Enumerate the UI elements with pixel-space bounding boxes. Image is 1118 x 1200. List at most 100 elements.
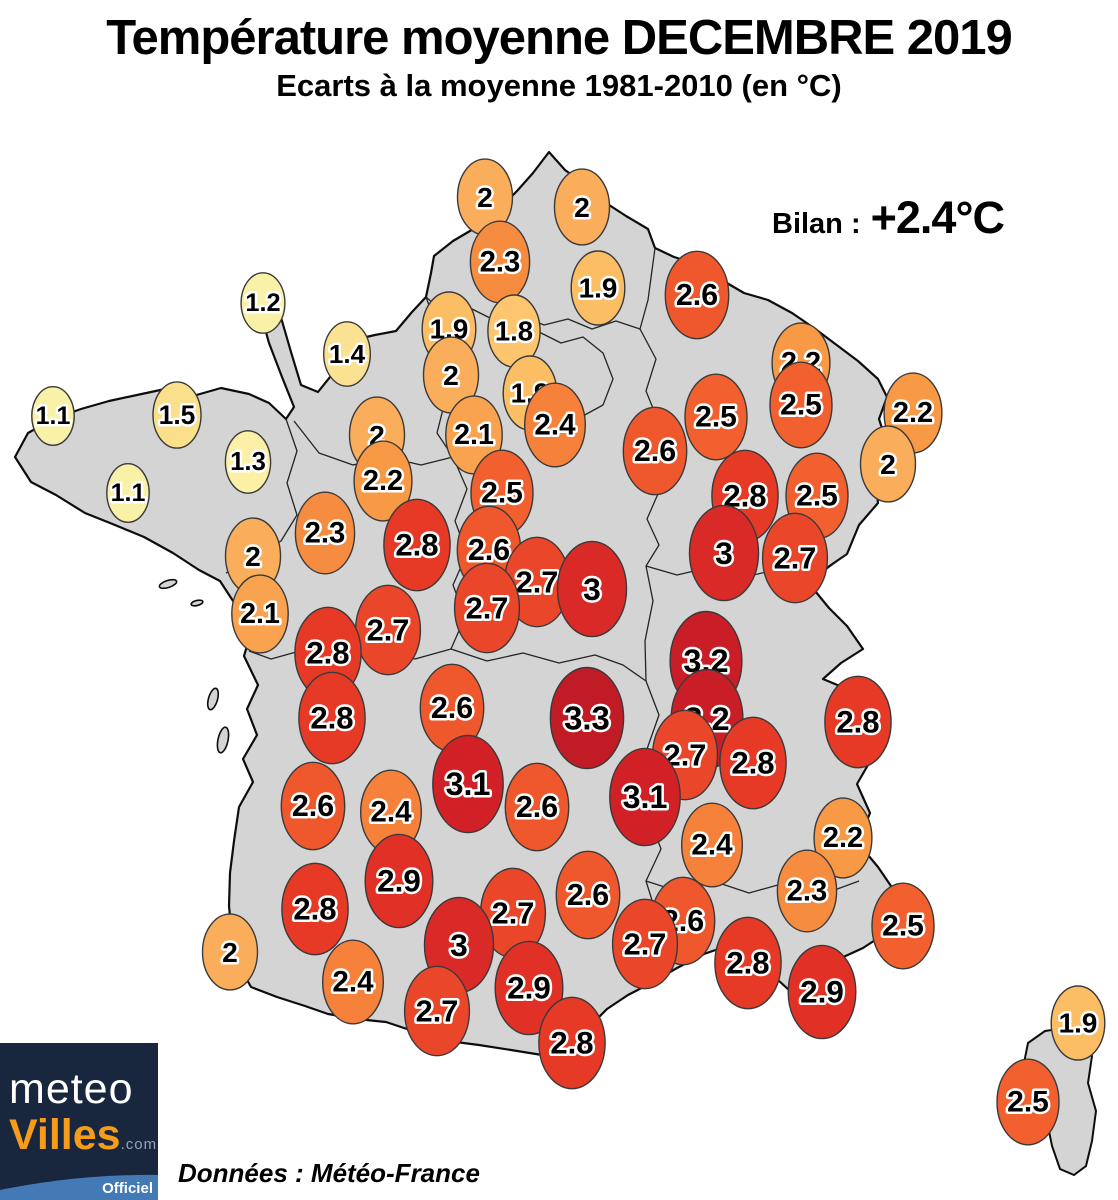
- temperature-ellipse: 2.5: [871, 882, 935, 970]
- meteovilles-logo: meteo Villes.com Officiel: [0, 1043, 158, 1200]
- temperature-value: 2.7: [466, 591, 509, 626]
- temperature-value: 2.2: [823, 822, 863, 854]
- temperature-value: 1.9: [1059, 1008, 1098, 1039]
- temperature-ellipse: 1.9: [1050, 985, 1106, 1061]
- data-credit: Données : Météo-France: [178, 1158, 480, 1188]
- temperature-value: 3: [715, 535, 733, 571]
- temperature-ellipse: 2.7: [403, 965, 471, 1057]
- temperature-value: 2.5: [882, 910, 924, 943]
- temperature-ellipse: 2.7: [611, 898, 679, 990]
- temperature-value: 2.6: [292, 789, 334, 823]
- temperature-value: 1.3: [230, 448, 266, 476]
- title-block: Température moyenne DECEMBRE 2019 Ecarts…: [0, 11, 1118, 104]
- temperature-ellipse: 1.9: [570, 250, 626, 326]
- temperature-value: 2.9: [800, 975, 844, 1010]
- temperature-value: 2.8: [306, 636, 349, 671]
- temperature-value: 1.9: [579, 273, 618, 304]
- temperature-value: 2: [574, 191, 590, 223]
- temperature-ellipse: 2.7: [503, 536, 571, 628]
- temperature-value: 3: [583, 571, 601, 607]
- temperature-ellipse: 1.5: [152, 381, 202, 449]
- temperature-ellipse: 2.5: [996, 1058, 1060, 1146]
- temperature-ellipse: 2: [201, 913, 259, 991]
- temperature-value: 2: [222, 936, 238, 968]
- temperature-value: 1.1: [36, 402, 71, 430]
- temperature-ellipse: 2.4: [322, 939, 385, 1025]
- temperature-ellipse: 2.6: [419, 663, 485, 753]
- bilan-value: +2.4°C: [870, 192, 1005, 243]
- temperature-value: 2.5: [796, 480, 838, 513]
- temperature-value: 2.7: [774, 541, 817, 576]
- temperature-bubble-layer: 222.31.92.61.21.91.81.42.221.92.52.21.51…: [31, 158, 1106, 1146]
- temperature-ellipse: 2.4: [360, 769, 423, 855]
- temperature-ellipse: 2.5: [769, 361, 833, 449]
- temperature-value: 2.7: [624, 927, 667, 962]
- temperature-ellipse: 2.5: [684, 373, 748, 461]
- temperature-value: 2.6: [634, 434, 676, 468]
- temperature-value: 1.1: [111, 479, 146, 507]
- temperature-value: 2.8: [550, 1026, 593, 1061]
- temperature-ellipse: 3.1: [609, 747, 681, 847]
- temperature-ellipse: 2.6: [555, 850, 621, 940]
- temperature-value: 2.6: [468, 533, 510, 567]
- temperature-value: 1.4: [329, 339, 366, 369]
- temperature-ellipse: 1.2: [240, 272, 286, 334]
- temperature-value: 3.1: [623, 779, 668, 815]
- temperature-ellipse: 2.4: [681, 802, 744, 888]
- temperature-ellipse: 1.1: [31, 386, 75, 447]
- temperature-value: 2.2: [893, 397, 933, 429]
- temperature-ellipse: 2: [859, 425, 917, 503]
- temperature-ellipse: 2.4: [524, 382, 587, 468]
- temperature-ellipse: 2: [553, 168, 611, 246]
- temperature-value: 2.9: [377, 864, 421, 899]
- temperature-ellipse: 2.9: [364, 833, 434, 929]
- temperature-ellipse: 2.2: [353, 440, 413, 522]
- temperature-value: 2.6: [431, 691, 473, 725]
- temperature-value: 2.8: [731, 746, 774, 781]
- temperature-value: 3.1: [446, 766, 491, 802]
- temperature-ellipse: 2: [422, 336, 480, 414]
- temperature-value: 2.1: [454, 419, 494, 451]
- temperature-ellipse: 2.6: [504, 762, 570, 852]
- temperature-value: 1.5: [159, 400, 196, 430]
- coastal-islands: [158, 578, 230, 754]
- temperature-ellipse: 2.1: [231, 574, 289, 654]
- temperature-ellipse: 3: [688, 504, 760, 602]
- temperature-value: 2.5: [780, 389, 822, 422]
- temperature-value: 2.4: [332, 966, 374, 999]
- logo-officiel-badge: Officiel: [102, 1180, 153, 1197]
- temperature-value: 2: [477, 181, 493, 213]
- temperature-ellipse: 2.7: [761, 512, 829, 604]
- temperature-value: 2.1: [240, 598, 280, 630]
- temperature-ellipse: 2: [456, 158, 514, 236]
- temperature-ellipse: 2.6: [622, 406, 688, 496]
- temperature-ellipse: 2.3: [294, 491, 356, 575]
- temperature-value: 3: [450, 927, 468, 963]
- temperature-ellipse: 2.8: [719, 716, 787, 810]
- temperature-value: 2.4: [534, 409, 576, 442]
- temperature-value: 3.3: [564, 700, 610, 737]
- bilan-label: Bilan :: [772, 208, 861, 240]
- temperature-ellipse: 2.8: [298, 671, 366, 765]
- temperature-ellipse: 2.9: [787, 944, 857, 1040]
- logo-wave: [0, 1174, 158, 1200]
- temperature-ellipse: 2.9: [494, 940, 564, 1036]
- temperature-ellipse: 1.4: [323, 321, 372, 387]
- temperature-value: 2.7: [516, 565, 559, 600]
- temperature-value: 2.6: [676, 278, 718, 312]
- temperature-ellipse: 3.1: [432, 734, 504, 834]
- temperature-ellipse: 2: [224, 517, 282, 595]
- temperature-ellipse: 2.8: [714, 916, 782, 1010]
- temperature-value: 2.7: [416, 994, 459, 1029]
- temperature-ellipse: 3: [556, 540, 628, 638]
- temperature-ellipse: 2.3: [776, 849, 838, 933]
- temperature-ellipse: 2.3: [469, 220, 531, 304]
- temperature-ellipse: 2.7: [453, 562, 521, 654]
- temperature-ellipse: 2.7: [479, 867, 547, 959]
- logo-com-text: .com: [120, 1136, 158, 1153]
- temperature-value: 2.8: [395, 528, 438, 563]
- temperature-ellipse: 2.6: [664, 250, 730, 340]
- temperature-value: 2.3: [305, 517, 346, 550]
- page-title: Température moyenne DECEMBRE 2019: [106, 11, 1013, 65]
